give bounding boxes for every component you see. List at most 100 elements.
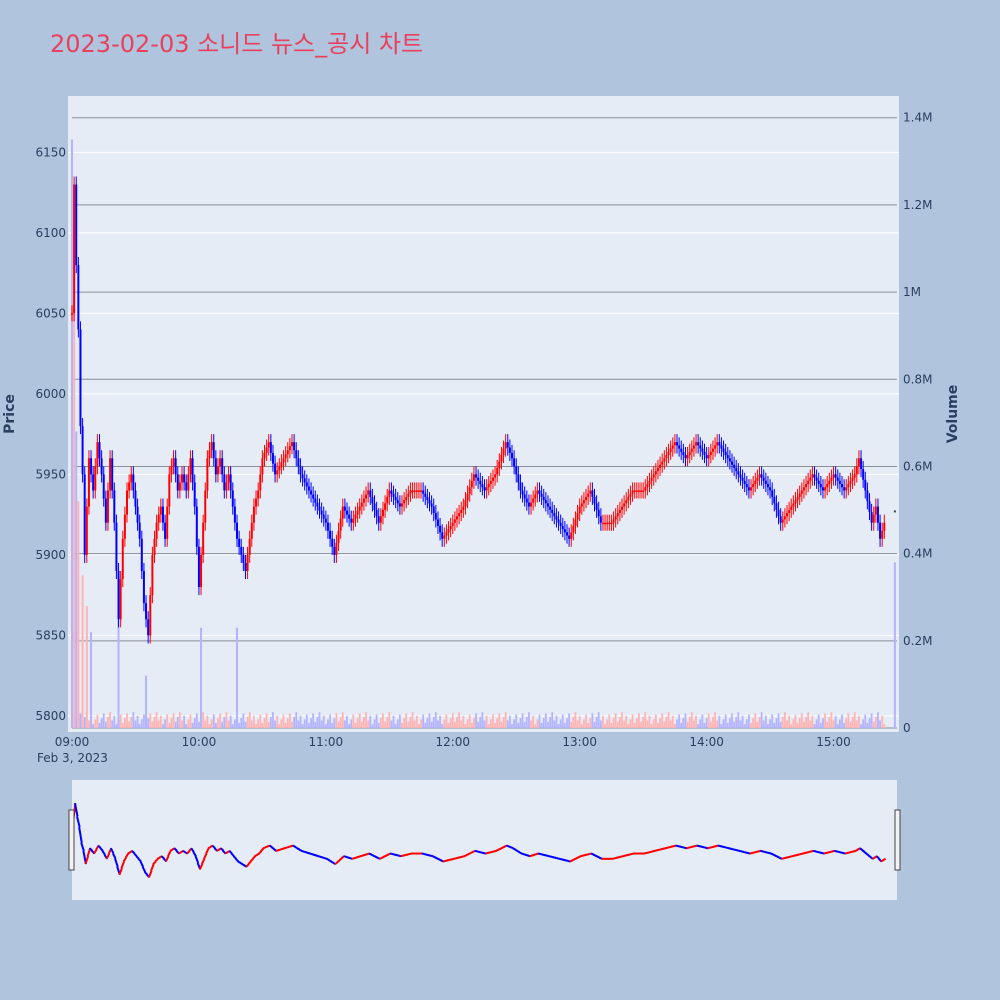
- volume-bar: [580, 724, 583, 728]
- volume-bar: [659, 718, 661, 728]
- candle-body: [159, 506, 162, 515]
- volume-bar: [466, 719, 469, 728]
- candle-body: [267, 442, 270, 448]
- volume-bar: [597, 712, 600, 728]
- volume-bar: [447, 722, 450, 728]
- volume-bar: [684, 713, 687, 728]
- slider-candle: [501, 845, 506, 849]
- candle-body: [508, 447, 511, 453]
- slider-candle: [292, 844, 296, 848]
- volume-bar: [858, 715, 860, 728]
- volume-bar: [862, 719, 865, 728]
- slider-candle: [867, 854, 872, 858]
- candle-body: [737, 471, 740, 475]
- candle-body: [707, 455, 710, 459]
- volume-bar: [566, 718, 568, 728]
- price-tick-label: 6000: [35, 387, 66, 401]
- volume-bar: [803, 721, 805, 728]
- time-tick-label: 10:00: [182, 735, 217, 749]
- candle-body: [511, 452, 513, 459]
- volume-bar: [625, 715, 628, 728]
- volume-bar: [618, 716, 621, 728]
- slider-candle: [372, 854, 377, 858]
- candle-body: [379, 516, 382, 523]
- candle-body: [155, 522, 158, 539]
- volume-bar: [796, 722, 799, 728]
- volume-bar: [390, 720, 393, 728]
- candle-body: [525, 498, 528, 503]
- candle-body: [223, 474, 226, 491]
- volume-bar: [443, 719, 446, 728]
- volume-bar: [479, 716, 482, 728]
- candle-body: [312, 494, 315, 499]
- volume-bar: [752, 718, 755, 728]
- volume-bar: [726, 722, 729, 728]
- candle-body: [838, 480, 841, 485]
- candle-body: [637, 490, 640, 492]
- slider-candle: [114, 858, 119, 868]
- candle-body: [781, 519, 784, 523]
- range-slider-right-handle[interactable]: [894, 809, 901, 871]
- range-slider-left-handle[interactable]: [68, 809, 75, 871]
- candle-body: [168, 474, 171, 507]
- volume-bar: [428, 713, 431, 728]
- candle-body: [231, 490, 234, 507]
- candle-body: [100, 458, 103, 475]
- volume-bar: [690, 712, 693, 728]
- volume-bar: [272, 712, 274, 728]
- candle-body: [411, 490, 414, 492]
- candle-body: [445, 532, 448, 536]
- volume-bar: [832, 720, 835, 728]
- candle-body: [830, 477, 833, 481]
- candle-body: [346, 510, 348, 515]
- candle-body: [769, 487, 772, 491]
- candle-body: [879, 522, 882, 539]
- candle-body: [242, 554, 245, 563]
- candle-body: [322, 514, 325, 519]
- slider-candle: [160, 855, 165, 860]
- range-slider[interactable]: [72, 780, 897, 900]
- candle-body: [618, 509, 621, 514]
- volume-bar: [333, 718, 336, 728]
- volume-bar: [210, 719, 213, 728]
- slider-candle: [220, 847, 225, 852]
- volume-bar: [595, 716, 598, 728]
- volume-bar: [877, 712, 879, 728]
- slider-candle: [254, 853, 258, 858]
- slider-candle: [178, 851, 182, 855]
- candle-body: [866, 490, 869, 502]
- candle-body: [415, 490, 418, 492]
- slider-candle: [241, 863, 246, 867]
- candle-body: [394, 496, 397, 501]
- volume-bar: [572, 716, 575, 728]
- volume-bar: [800, 713, 803, 728]
- candle-body: [549, 506, 552, 510]
- candle-body: [212, 442, 215, 459]
- slider-candle: [99, 847, 104, 852]
- volume-bar: [513, 719, 516, 728]
- candle-body: [324, 518, 327, 523]
- candle-body: [164, 522, 167, 539]
- time-tick-labels: 09:00 10:00 11:00 12:00 13:00 14:00 15:00: [55, 735, 851, 749]
- candle-body: [686, 455, 689, 459]
- volume-bar: [293, 716, 296, 728]
- candle-body: [443, 535, 446, 539]
- candle-body: [77, 265, 80, 330]
- volume-bar: [233, 719, 236, 728]
- volume-bar: [805, 716, 807, 728]
- volume-bar: [769, 719, 771, 728]
- candle-body: [536, 490, 539, 495]
- volume-tick-label: 0.2M: [903, 634, 932, 648]
- volume-bar: [508, 715, 511, 728]
- volume-bar: [504, 712, 507, 728]
- price-tick-label: 6150: [35, 145, 66, 159]
- candle-body: [849, 480, 852, 485]
- chart-title: 2023-02-03 소니드 뉴스_공시 차트: [50, 30, 424, 58]
- volume-bar: [817, 714, 820, 728]
- candle-body: [111, 458, 114, 491]
- volume-bar: [741, 715, 744, 728]
- candle-body: [197, 546, 200, 588]
- slider-candle: [499, 846, 504, 850]
- slider-candle: [374, 855, 379, 859]
- candle-body: [868, 501, 871, 512]
